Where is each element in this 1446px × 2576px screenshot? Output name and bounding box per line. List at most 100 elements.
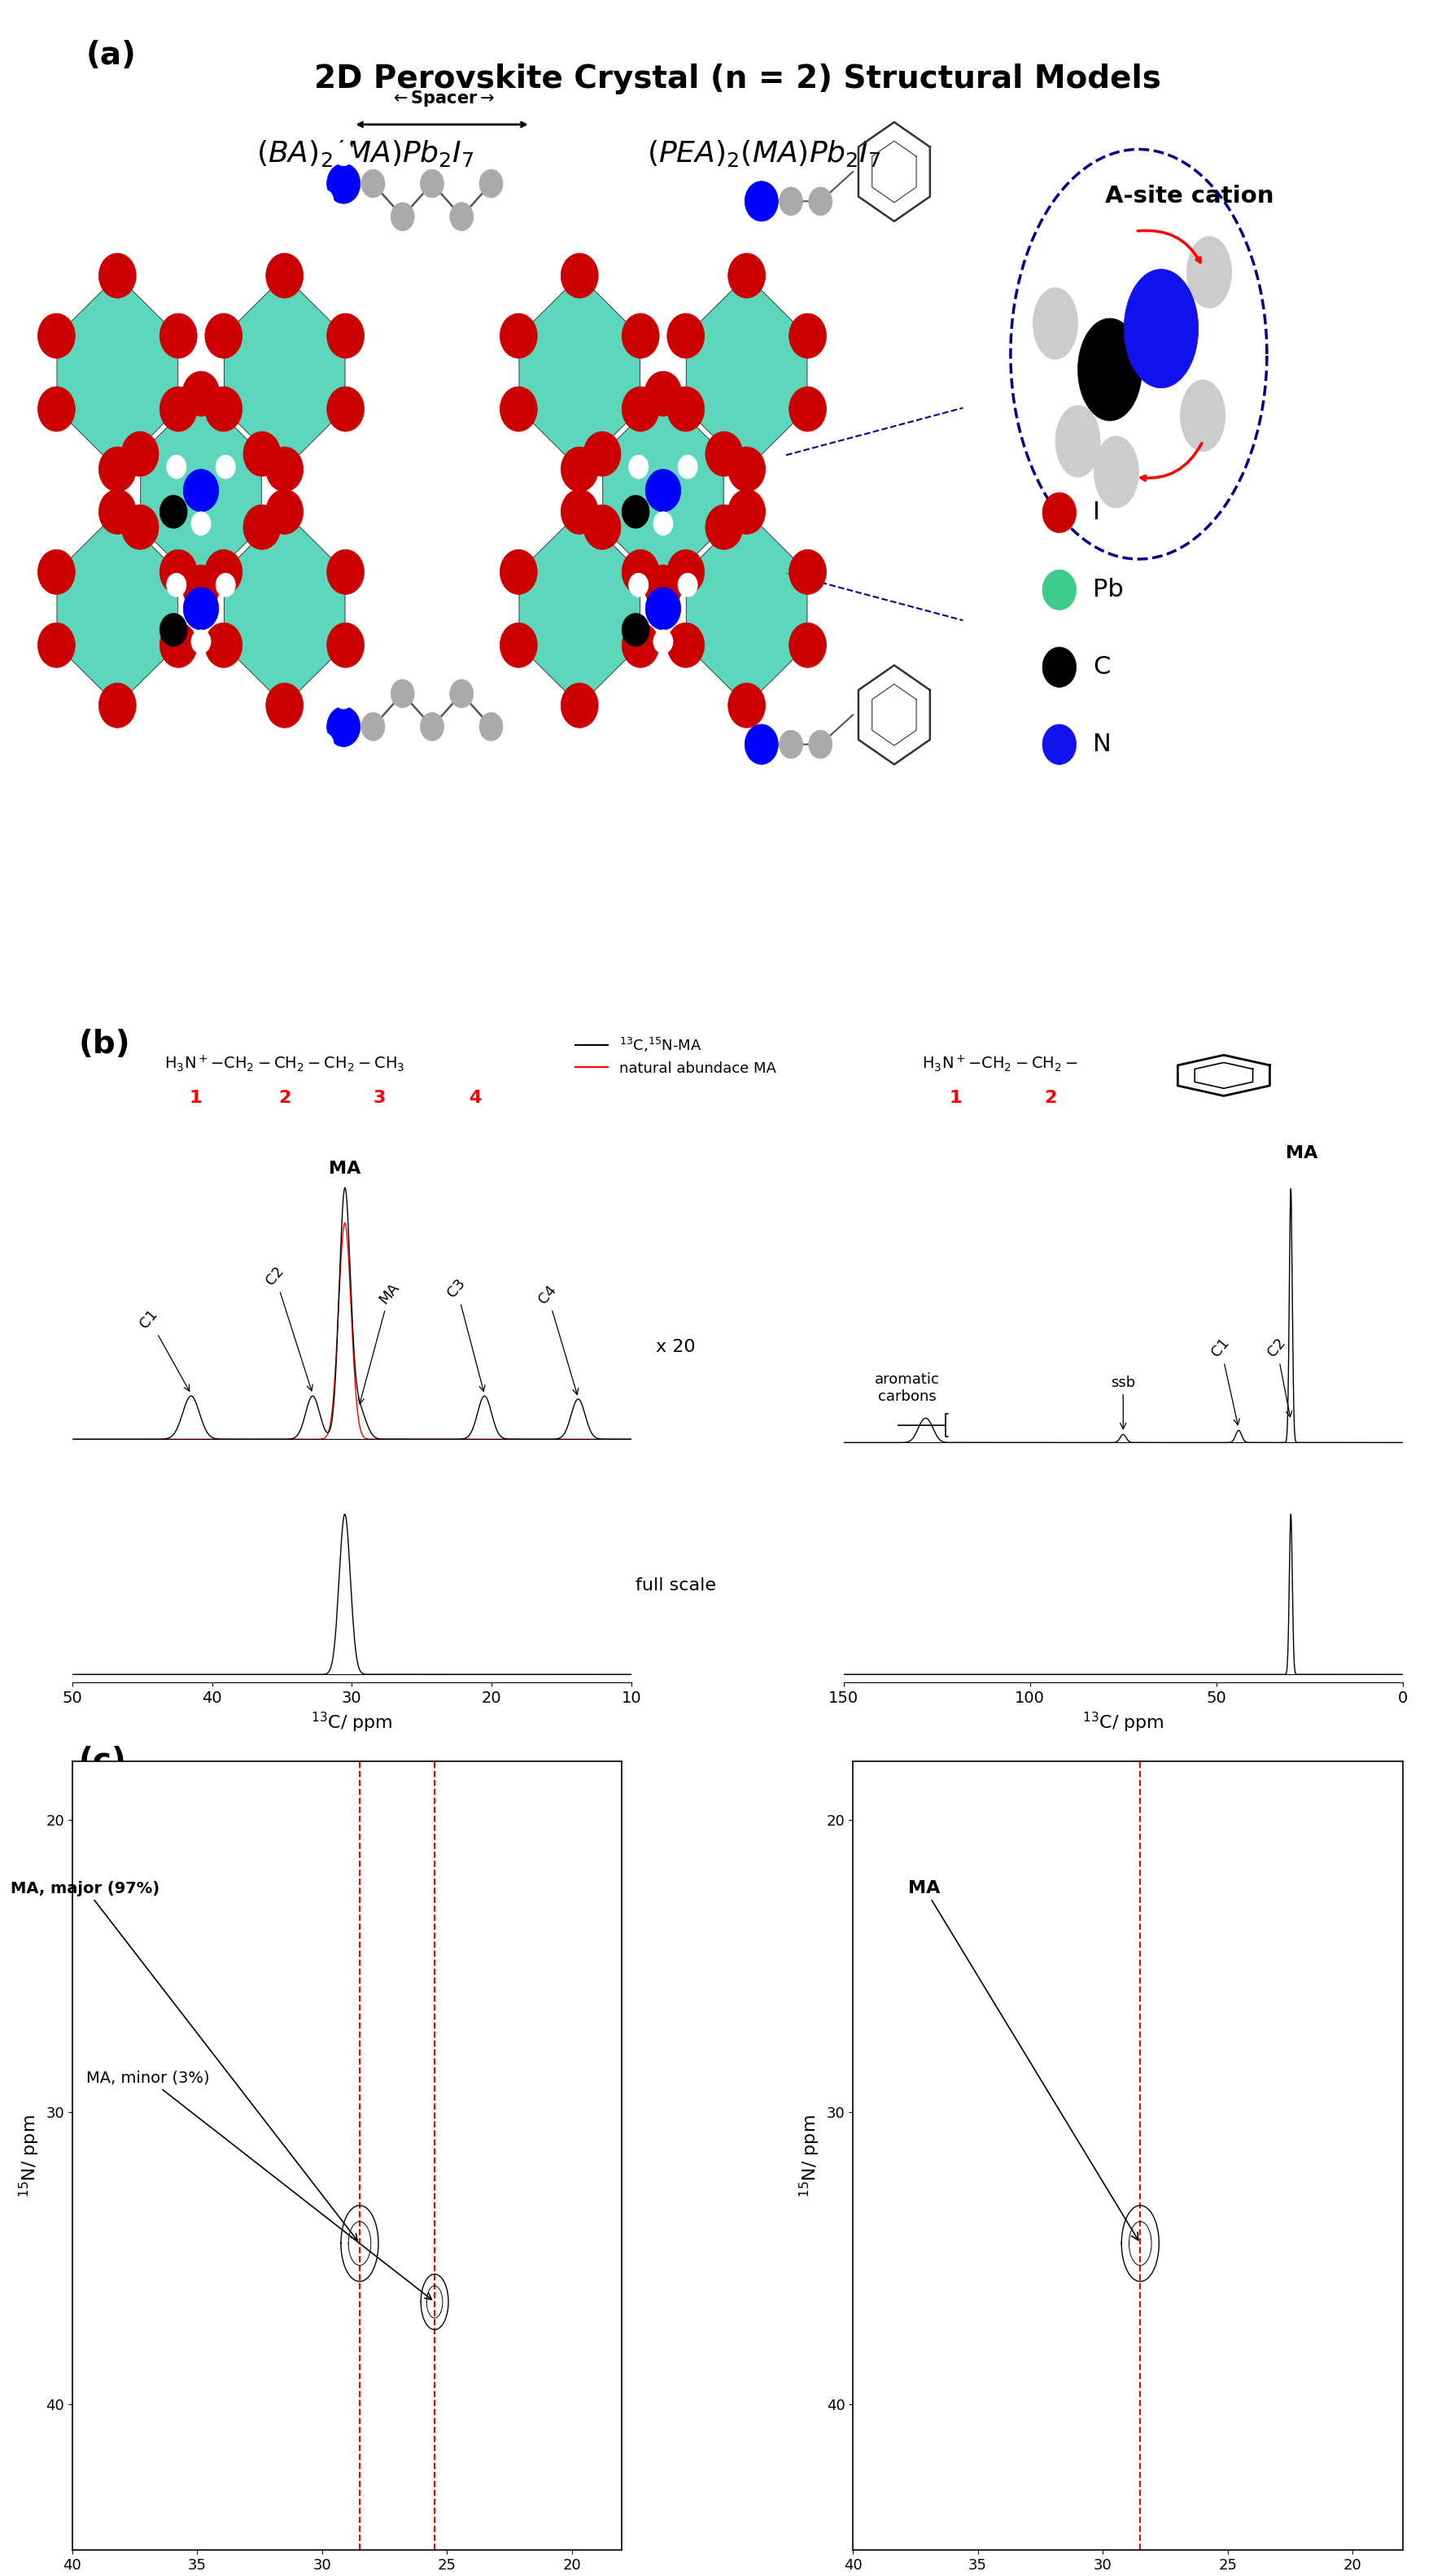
Polygon shape: [224, 513, 346, 706]
Circle shape: [353, 739, 373, 762]
Circle shape: [191, 631, 211, 654]
Circle shape: [561, 252, 599, 299]
Text: 4: 4: [469, 1090, 482, 1105]
Text: MA: MA: [908, 1880, 1138, 2241]
Text: C: C: [1093, 654, 1111, 680]
Circle shape: [1032, 289, 1077, 358]
Circle shape: [622, 314, 659, 358]
Circle shape: [779, 188, 803, 216]
Circle shape: [314, 191, 334, 214]
Text: 1: 1: [189, 1090, 201, 1105]
Circle shape: [654, 631, 672, 654]
Circle shape: [667, 314, 704, 358]
Text: aromatic
carbons: aromatic carbons: [875, 1373, 940, 1404]
Circle shape: [98, 252, 136, 299]
Text: $(PEA)_2(MA)Pb_2I_7$: $(PEA)_2(MA)Pb_2I_7$: [648, 139, 881, 167]
Circle shape: [1077, 319, 1142, 420]
Circle shape: [645, 564, 683, 611]
Circle shape: [727, 446, 765, 492]
Text: MA, major (97%): MA, major (97%): [10, 1880, 357, 2241]
Circle shape: [561, 446, 599, 492]
Circle shape: [479, 714, 503, 742]
Circle shape: [790, 386, 826, 433]
Circle shape: [390, 204, 415, 232]
Circle shape: [645, 371, 683, 417]
Text: (c): (c): [80, 1747, 127, 1777]
Text: (a): (a): [85, 39, 136, 70]
Circle shape: [243, 505, 281, 549]
Circle shape: [215, 456, 236, 479]
Circle shape: [98, 446, 136, 492]
Circle shape: [166, 574, 187, 598]
Circle shape: [215, 574, 236, 598]
Circle shape: [584, 505, 620, 549]
Circle shape: [205, 549, 243, 595]
Circle shape: [266, 446, 304, 492]
Circle shape: [327, 386, 364, 433]
Circle shape: [584, 433, 620, 477]
Circle shape: [450, 204, 473, 232]
Circle shape: [561, 683, 599, 729]
Text: $(BA)_2(MA)Pb_2I_7$: $(BA)_2(MA)Pb_2I_7$: [256, 139, 474, 167]
Circle shape: [38, 623, 75, 667]
Circle shape: [38, 549, 75, 595]
Circle shape: [706, 433, 743, 477]
Text: C1: C1: [1209, 1334, 1239, 1425]
Text: 2: 2: [1044, 1090, 1057, 1105]
Circle shape: [166, 456, 187, 479]
Circle shape: [184, 469, 218, 513]
Circle shape: [479, 170, 503, 198]
Circle shape: [327, 162, 360, 204]
Circle shape: [182, 371, 220, 417]
Circle shape: [362, 714, 385, 742]
Circle shape: [327, 314, 364, 358]
X-axis label: $^{13}$C/ ppm: $^{13}$C/ ppm: [311, 1710, 393, 1734]
Polygon shape: [687, 513, 807, 706]
Circle shape: [678, 574, 697, 598]
Circle shape: [1093, 435, 1139, 507]
Polygon shape: [687, 276, 807, 469]
Circle shape: [159, 495, 187, 528]
Circle shape: [622, 386, 659, 433]
Circle shape: [779, 729, 803, 757]
Circle shape: [205, 623, 243, 667]
Text: 2D Perovskite Crystal (n = 2) Structural Models: 2D Perovskite Crystal (n = 2) Structural…: [314, 64, 1161, 95]
Circle shape: [839, 739, 855, 757]
Circle shape: [667, 623, 704, 667]
Circle shape: [745, 724, 778, 765]
Circle shape: [629, 456, 648, 479]
Text: MA: MA: [359, 1280, 402, 1404]
Circle shape: [1180, 379, 1225, 451]
Circle shape: [790, 549, 826, 595]
Text: $\mathrm{H_3N^+}$$-\mathrm{CH_2}-\mathrm{CH_2}-\mathrm{CH_2}-\mathrm{CH_3}$: $\mathrm{H_3N^+}$$-\mathrm{CH_2}-\mathrm…: [165, 1054, 405, 1074]
Circle shape: [886, 95, 902, 116]
Circle shape: [500, 549, 538, 595]
Text: A-site cation: A-site cation: [1105, 185, 1274, 209]
Circle shape: [667, 549, 704, 595]
Text: ssb: ssb: [1111, 1376, 1135, 1430]
Circle shape: [159, 386, 197, 433]
Circle shape: [159, 623, 197, 667]
Circle shape: [38, 314, 75, 358]
Circle shape: [654, 513, 672, 536]
Text: C2: C2: [1265, 1334, 1291, 1417]
Circle shape: [266, 683, 304, 729]
Circle shape: [645, 587, 681, 631]
Y-axis label: $^{15}$N/ ppm: $^{15}$N/ ppm: [17, 2115, 42, 2197]
Circle shape: [1043, 569, 1076, 611]
Text: MA, minor (3%): MA, minor (3%): [87, 2071, 432, 2300]
Circle shape: [727, 489, 765, 533]
Text: Pb: Pb: [1093, 577, 1124, 603]
Circle shape: [327, 706, 360, 747]
Text: 2: 2: [279, 1090, 291, 1105]
Circle shape: [121, 505, 159, 549]
Polygon shape: [603, 394, 723, 587]
Circle shape: [886, 639, 902, 659]
Circle shape: [808, 188, 833, 216]
Circle shape: [790, 623, 826, 667]
Circle shape: [266, 489, 304, 533]
Circle shape: [98, 683, 136, 729]
Polygon shape: [56, 276, 178, 469]
Circle shape: [1124, 268, 1199, 389]
Circle shape: [790, 314, 826, 358]
